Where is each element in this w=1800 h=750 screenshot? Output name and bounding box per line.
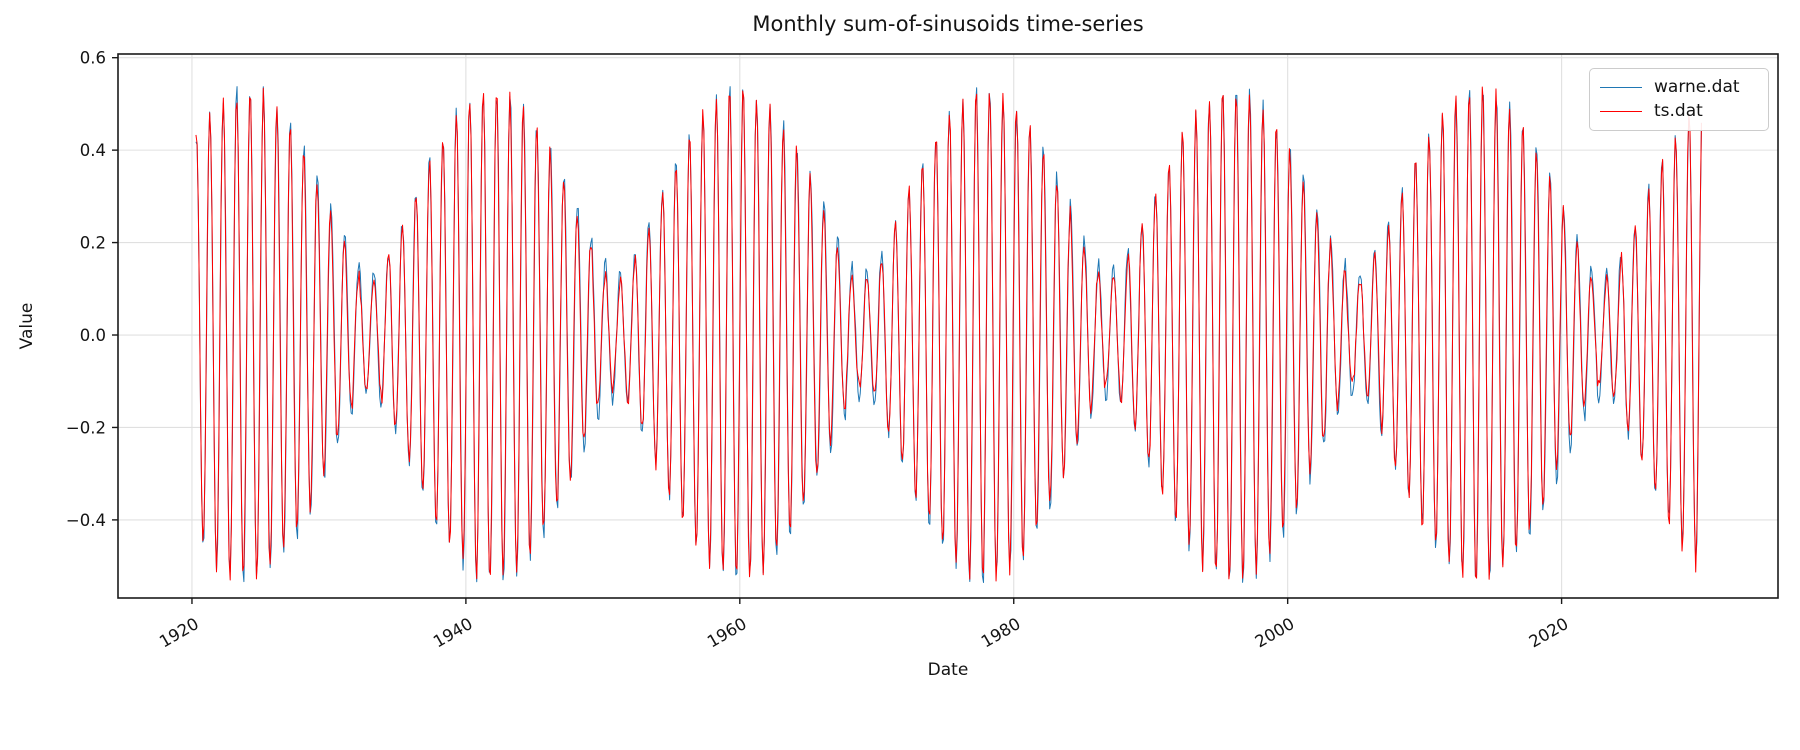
legend: warne.dat ts.dat — [1589, 68, 1769, 131]
y-tick-label: −0.4 — [66, 511, 106, 530]
x-tick-label: 2000 — [1252, 614, 1298, 651]
legend-label-ts: ts.dat — [1654, 101, 1703, 121]
plot-frame — [117, 53, 1779, 599]
legend-item-warne: warne.dat — [1600, 79, 1758, 96]
tick-labels-layer: 1920 1940 1960 1980 2000 2020 0.6 0.4 0.2 0.0 −0.2… — [66, 49, 1572, 652]
legend-label-warne: warne.dat — [1654, 77, 1740, 97]
series-layer — [195, 86, 1702, 583]
x-tick-label: 1960 — [704, 614, 750, 651]
legend-line-sample-warne — [1600, 87, 1642, 88]
legend-item-ts: ts.dat — [1600, 103, 1758, 120]
x-tick-label: 2020 — [1526, 614, 1572, 651]
x-tick-label: 1980 — [978, 614, 1024, 651]
y-tick-label: 0.6 — [80, 49, 106, 68]
y-tick-label: 0.4 — [80, 141, 106, 160]
x-tick-label: 1920 — [156, 614, 202, 651]
y-tick-label: −0.2 — [66, 418, 106, 437]
x-axis-label: Date — [927, 660, 969, 680]
series-line-ts.dat — [195, 86, 1702, 582]
y-tick-label: 0.0 — [80, 326, 106, 345]
y-tick-label: 0.2 — [80, 234, 106, 253]
y-axis-label: Value — [17, 302, 37, 350]
legend-line-sample-ts — [1600, 111, 1642, 112]
chart-title: Monthly sum-of-sinusoids time-series — [752, 12, 1144, 36]
x-tick-label: 1940 — [430, 614, 476, 651]
axes-layer — [112, 53, 1779, 604]
